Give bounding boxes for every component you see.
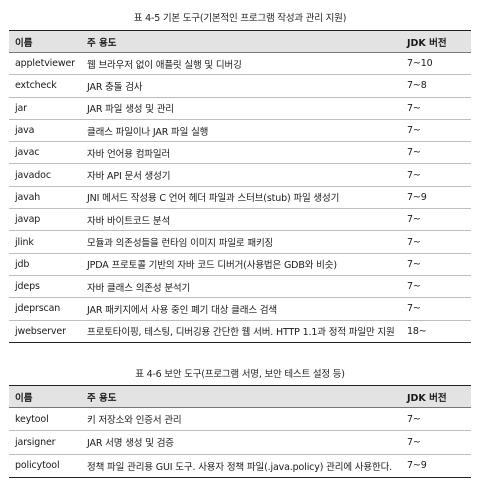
- cell-tool-name: javadoc: [9, 163, 81, 187]
- cell-tool-name: keytool: [9, 407, 81, 432]
- cell-jdk-version: 7~: [401, 119, 471, 143]
- cell-jdk-version: 7~9: [401, 186, 471, 210]
- cell-tool-name: jdeps: [9, 275, 81, 299]
- cell-purpose: 자바 API 문서 생성기: [81, 163, 401, 187]
- cell-tool-name: jlink: [9, 230, 81, 254]
- header-name: 이름: [9, 385, 81, 408]
- header-jdk-version: JDK 버전: [401, 385, 471, 408]
- cell-jdk-version: 7~: [401, 253, 471, 276]
- cell-tool-name: appletviewer: [9, 52, 81, 76]
- cell-jdk-version: 7~: [401, 275, 471, 299]
- cell-purpose: 모듈과 의존성들을 런타임 이미지 파일로 패키징: [81, 230, 401, 254]
- cell-tool-name: jar: [9, 97, 81, 120]
- cell-purpose: JAR 패키지에서 사용 중인 폐기 대상 클래스 검색: [81, 297, 401, 321]
- cell-purpose: JAR 서명 생성 및 검증: [81, 430, 401, 455]
- header-jdk-version: JDK 버전: [401, 30, 471, 53]
- cell-jdk-version: 7~: [401, 141, 471, 165]
- cell-purpose: JAR 충돌 검사: [81, 74, 401, 98]
- cell-purpose: 키 저장소와 인증서 관리: [81, 407, 401, 432]
- table-row: extcheck JAR 충돌 검사 7~8: [9, 74, 471, 98]
- cell-jdk-version: 7~: [401, 208, 471, 232]
- basic-tools-table: 이름 주 용도 JDK 버전 appletviewer 웹 브라우저 없이 애플릿…: [9, 30, 471, 343]
- cell-jdk-version: 7~: [401, 297, 471, 321]
- cell-purpose: 웹 브라우저 없이 애플릿 실행 및 디버깅: [81, 52, 401, 76]
- security-tools-table: 이름 주 용도 JDK 버전 keytool 키 저장소와 인증서 관리 7~ jar…: [9, 385, 471, 478]
- cell-jdk-version: 7~: [401, 163, 471, 187]
- cell-purpose: JPDA 프로토콜 기반의 자바 코드 디버거(사용법은 GDB와 비슷): [81, 253, 401, 276]
- cell-jdk-version: 7~9: [401, 454, 471, 478]
- table-row: jlink 모듈과 의존성들을 런타임 이미지 파일로 패키징 7~: [9, 230, 471, 254]
- cell-tool-name: javah: [9, 186, 81, 210]
- table-row: javah JNI 메서드 작성용 C 언어 헤더 파일과 스터브(stub) 파…: [9, 186, 471, 210]
- table-4-5-caption: 표 4-5 기본 도구(기본적인 프로그램 작성과 관리 지원): [133, 13, 347, 24]
- cell-tool-name: javac: [9, 141, 81, 165]
- cell-jdk-version: 18~: [401, 320, 471, 343]
- cell-purpose: 클래스 파일이나 JAR 파일 실행: [81, 119, 401, 143]
- cell-purpose: JAR 파일 생성 및 관리: [81, 97, 401, 120]
- cell-purpose: 자바 바이트코드 분석: [81, 208, 401, 232]
- table-row: jdeps 자바 클래스 의존성 분석기 7~: [9, 275, 471, 299]
- header-purpose: 주 용도: [81, 385, 401, 408]
- table-row: jdb JPDA 프로토콜 기반의 자바 코드 디버거(사용법은 GDB와 비슷)…: [9, 253, 471, 276]
- table-row: jar JAR 파일 생성 및 관리 7~: [9, 97, 471, 120]
- cell-tool-name: policytool: [9, 454, 81, 478]
- table-4-6-caption: 표 4-6 보안 도구(프로그램 서명, 보안 테스트 설정 등): [135, 369, 345, 380]
- cell-tool-name: java: [9, 119, 81, 143]
- table-row: javap 자바 바이트코드 분석 7~: [9, 208, 471, 232]
- cell-tool-name: jdeprscan: [9, 297, 81, 321]
- table-row: appletviewer 웹 브라우저 없이 애플릿 실행 및 디버깅 7~10: [9, 52, 471, 76]
- cell-tool-name: jdb: [9, 253, 81, 276]
- cell-purpose: 프로토타이핑, 테스팅, 디버깅용 간단한 웹 서버. HTTP 1.1과 정적…: [81, 320, 401, 343]
- table-row: policytool 정책 파일 관리용 GUI 도구. 사용자 정책 파일(.j…: [9, 454, 471, 478]
- cell-purpose: JNI 메서드 작성용 C 언어 헤더 파일과 스터브(stub) 파일 생성기: [81, 186, 401, 210]
- table-row: javadoc 자바 API 문서 생성기 7~: [9, 163, 471, 187]
- cell-tool-name: jarsigner: [9, 430, 81, 455]
- table-row: java 클래스 파일이나 JAR 파일 실행 7~: [9, 119, 471, 143]
- table-header-row: 이름 주 용도 JDK 버전: [9, 30, 471, 53]
- table-row: javac 자바 언어용 컴파일러 7~: [9, 141, 471, 165]
- cell-jdk-version: 7~: [401, 430, 471, 455]
- table-row: jwebserver 프로토타이핑, 테스팅, 디버깅용 간단한 웹 서버. HT…: [9, 320, 471, 343]
- table-row: jdeprscan JAR 패키지에서 사용 중인 폐기 대상 클래스 검색 7~: [9, 297, 471, 321]
- cell-tool-name: javap: [9, 208, 81, 232]
- table-row: keytool 키 저장소와 인증서 관리 7~: [9, 407, 471, 432]
- cell-jdk-version: 7~: [401, 230, 471, 254]
- table-header-row: 이름 주 용도 JDK 버전: [9, 385, 471, 408]
- cell-tool-name: jwebserver: [9, 320, 81, 343]
- header-name: 이름: [9, 30, 81, 53]
- cell-jdk-version: 7~: [401, 97, 471, 120]
- cell-purpose: 자바 클래스 의존성 분석기: [81, 275, 401, 299]
- cell-tool-name: extcheck: [9, 74, 81, 98]
- cell-purpose: 정책 파일 관리용 GUI 도구. 사용자 정책 파일(.java.policy…: [81, 454, 401, 478]
- table-row: jarsigner JAR 서명 생성 및 검증 7~: [9, 430, 471, 455]
- header-purpose: 주 용도: [81, 30, 401, 53]
- cell-jdk-version: 7~: [401, 407, 471, 432]
- cell-purpose: 자바 언어용 컴파일러: [81, 141, 401, 165]
- cell-jdk-version: 7~8: [401, 74, 471, 98]
- cell-jdk-version: 7~10: [401, 52, 471, 76]
